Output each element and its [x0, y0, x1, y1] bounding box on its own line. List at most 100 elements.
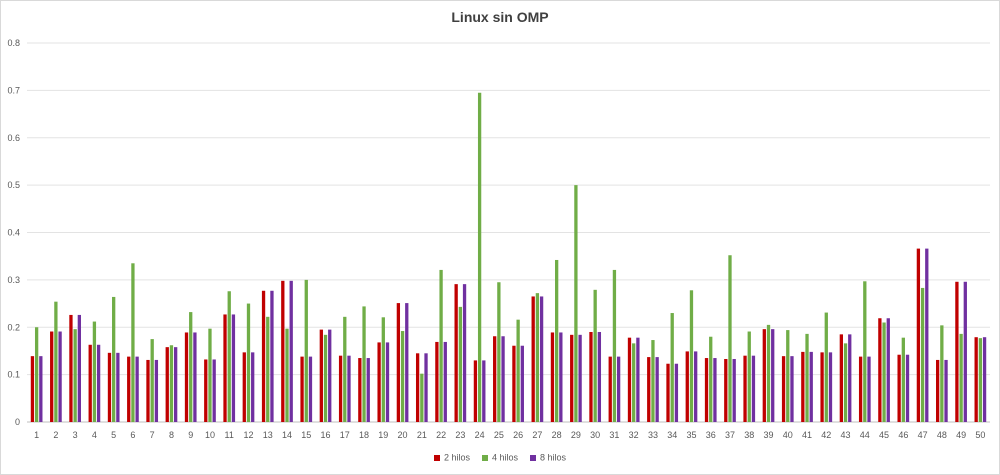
bar: [482, 360, 486, 422]
bar: [612, 269, 617, 422]
bar: [231, 314, 236, 422]
bar: [925, 248, 929, 422]
bar: [323, 334, 328, 422]
bar: [570, 334, 574, 422]
bar: [319, 329, 323, 422]
x-tick-label: 12: [243, 430, 253, 440]
bar: [116, 352, 120, 422]
bar: [867, 356, 871, 422]
bar: [69, 314, 73, 422]
bar: [381, 317, 385, 422]
bar: [555, 259, 559, 422]
bar: [728, 255, 732, 422]
bar: [343, 316, 347, 422]
legend-label: 4 hilos: [491, 452, 518, 463]
y-tick-label: 0.7: [7, 85, 20, 95]
bar: [405, 303, 409, 422]
bar: [285, 328, 289, 422]
bar: [112, 296, 116, 422]
legend-item: 2 hilos: [433, 452, 470, 463]
x-tick-label: 20: [398, 430, 408, 440]
y-tick-label: 0.4: [7, 228, 20, 238]
y-tick-label: 0: [15, 417, 20, 427]
bar: [940, 325, 944, 422]
bar: [39, 356, 43, 422]
bar: [955, 281, 959, 422]
x-tick-label: 41: [802, 430, 812, 440]
bar: [920, 287, 925, 422]
bar: [154, 359, 159, 422]
bar: [936, 359, 940, 422]
bar: [882, 322, 886, 422]
bar: [709, 336, 713, 422]
bar: [535, 293, 540, 422]
bar: [863, 281, 867, 422]
bar: [308, 356, 313, 422]
x-tick-label: 19: [378, 430, 388, 440]
bar: [916, 248, 921, 422]
bar: [801, 351, 805, 422]
bar: [944, 359, 948, 422]
x-tick-label: 40: [783, 430, 793, 440]
bar: [694, 351, 698, 422]
bar: [848, 334, 852, 422]
bar: [477, 92, 482, 423]
x-tick-label: 3: [73, 430, 78, 440]
bar: [184, 332, 189, 422]
x-tick-label: 28: [552, 430, 562, 440]
bar: [828, 352, 833, 422]
x-tick-label: 13: [263, 430, 273, 440]
x-tick-label: 44: [860, 430, 870, 440]
bar: [674, 363, 679, 422]
bar: [593, 289, 597, 422]
bar: [689, 290, 694, 422]
y-tick-label: 0.3: [7, 275, 20, 285]
bar: [127, 356, 131, 422]
bar: [366, 358, 370, 422]
y-tick-label: 0.1: [7, 370, 20, 380]
legend: 2 hilos 4 hilos 8 hilos: [0, 452, 1000, 463]
x-tick-label: 9: [188, 430, 193, 440]
bar: [131, 263, 135, 422]
x-tick-label: 11: [225, 430, 234, 440]
x-tick-label: 33: [648, 430, 658, 440]
bar: [212, 359, 216, 422]
bar: [193, 332, 197, 422]
bar: [454, 284, 458, 422]
bar: [96, 344, 101, 422]
bar: [704, 358, 709, 422]
bar: [589, 331, 593, 422]
bar: [251, 352, 255, 422]
bar: [531, 296, 535, 422]
bar: [632, 343, 636, 422]
legend-item: 8 hilos: [530, 452, 566, 463]
bar: [493, 336, 497, 422]
bar: [227, 291, 231, 422]
x-tick-label: 29: [571, 430, 581, 440]
bar: [439, 269, 443, 422]
y-tick-label: 0.6: [7, 133, 20, 143]
x-tick-label: 32: [629, 430, 639, 440]
bar: [34, 327, 39, 422]
bar: [616, 356, 621, 422]
bar: [92, 321, 97, 422]
x-tick-label: 4: [92, 430, 97, 440]
bar: [751, 355, 756, 422]
bar: [713, 358, 717, 422]
bar: [223, 314, 227, 422]
bar: [270, 290, 274, 422]
bar: [338, 355, 343, 422]
x-tick-label: 35: [686, 430, 696, 440]
bar: [790, 356, 794, 422]
legend-label: 8 hilos: [540, 452, 567, 463]
x-tick-label: 30: [590, 430, 600, 440]
y-tick-label: 0.2: [7, 322, 20, 332]
bar: [150, 339, 154, 422]
bar: [781, 356, 786, 422]
bar: [539, 296, 544, 422]
bar: [135, 356, 139, 422]
bar: [670, 313, 674, 422]
bar: [347, 355, 351, 422]
bar: [627, 337, 632, 422]
